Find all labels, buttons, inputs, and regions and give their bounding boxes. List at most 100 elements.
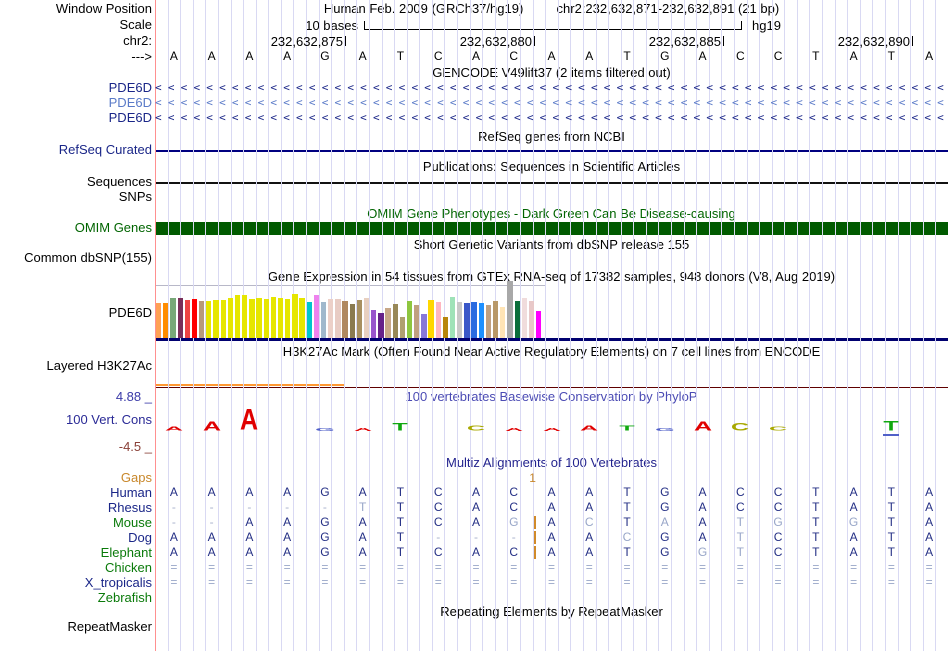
- gene-arrow-row[interactable]: <<<<<<<<<<<<<<<<<<<<<<<<<<<<<<<<<<<<<<<<…: [155, 112, 948, 124]
- alignment-base: A: [245, 545, 254, 559]
- track-label-omim-genes[interactable]: OMIM Genes: [74, 220, 152, 235]
- gencode-track-title[interactable]: GENCODE V49lift37 (2 items filtered out): [432, 65, 671, 80]
- position-tick: [912, 36, 913, 46]
- alignment-base: =: [661, 560, 669, 574]
- grid-line: [368, 0, 370, 651]
- base-letter: T: [623, 49, 631, 63]
- gtex-bar: [299, 298, 305, 338]
- alignment-base: =: [396, 560, 404, 574]
- track-label-scale[interactable]: Scale: [119, 17, 152, 32]
- track-label-100-vert-cons[interactable]: 100 Vert. Cons: [66, 412, 152, 427]
- position-tick-label: 232,632,880: [459, 34, 532, 49]
- position-tick: [534, 36, 535, 46]
- alignment-base: G: [320, 530, 330, 544]
- alignment-base: G: [848, 515, 859, 529]
- track-label-snps[interactable]: SNPs: [118, 189, 152, 204]
- refseq-gene-line[interactable]: [155, 150, 948, 152]
- gene-arrow-row[interactable]: <<<<<<<<<<<<<<<<<<<<<<<<<<<<<<<<<<<<<<<<…: [155, 82, 948, 94]
- alignment-base: -: [209, 515, 214, 529]
- track-label-repeatmasker[interactable]: RepeatMasker: [67, 619, 152, 634]
- track-label-pde6d-gtex[interactable]: PDE6D: [108, 305, 152, 320]
- alignment-base: T: [623, 515, 631, 529]
- species-label-mouse[interactable]: Mouse: [112, 515, 152, 530]
- track-label-sequences[interactable]: Sequences: [86, 174, 152, 189]
- grid-line: [872, 0, 874, 651]
- gene-label-pde6d[interactable]: PDE6D: [108, 95, 152, 110]
- grid-line: [419, 0, 421, 651]
- phylop-letter: A: [353, 427, 372, 432]
- species-label-rhesus[interactable]: Rhesus: [107, 500, 152, 515]
- track-label-layered-h3k27ac[interactable]: Layered H3K27Ac: [46, 358, 152, 373]
- species-label-dog[interactable]: Dog: [128, 530, 152, 545]
- phylop-max-label: 4.88 _: [115, 389, 152, 404]
- species-label-chicken[interactable]: Chicken: [105, 560, 152, 575]
- grid-line: [696, 0, 698, 651]
- alignment-base: =: [170, 560, 178, 574]
- scale-bar: [364, 29, 742, 30]
- alignment-base: T: [812, 545, 820, 559]
- alignment-base: =: [510, 560, 518, 574]
- species-label-zebrafish[interactable]: Zebrafish: [97, 590, 152, 605]
- h3k27ac-track-title[interactable]: H3K27Ac Mark (Often Found Near Active Re…: [282, 344, 821, 359]
- gtex-baseline[interactable]: [155, 338, 948, 341]
- alignment-base: =: [434, 575, 442, 589]
- alignment-base: A: [547, 485, 556, 499]
- strand-arrow-label[interactable]: --->: [131, 49, 152, 64]
- species-label-human[interactable]: Human: [110, 485, 152, 500]
- track-label-window-position: Window Position: [55, 1, 152, 16]
- multiz-track-title[interactable]: Multiz Alignments of 100 Vertebrates: [445, 455, 657, 470]
- grid-line: [595, 0, 597, 651]
- gene-label-pde6d[interactable]: PDE6D: [108, 110, 152, 125]
- gtex-bar: [478, 303, 484, 338]
- grid-line: [759, 0, 761, 651]
- track-label-common-dbsnp[interactable]: Common dbSNP(155): [24, 250, 152, 265]
- grid-line: [721, 0, 723, 651]
- alignment-base: A: [849, 485, 858, 499]
- alignment-base: T: [396, 530, 405, 544]
- gtex-bar: [313, 295, 320, 338]
- scale-bar-right-tick: [741, 21, 742, 30]
- omim-gene-bar[interactable]: [155, 222, 948, 235]
- alignment-base: C: [773, 530, 783, 544]
- gtex-track-title[interactable]: Gene Expression in 54 tissues from GTEx …: [267, 269, 836, 284]
- gtex-bar: [242, 295, 248, 338]
- gene-arrow-row[interactable]: <<<<<<<<<<<<<<<<<<<<<<<<<<<<<<<<<<<<<<<<…: [155, 97, 948, 109]
- phylop-letter: A: [240, 404, 259, 437]
- dbsnp-track-title[interactable]: Short Genetic Variants from dbSNP releas…: [413, 237, 690, 252]
- browser-title-assembly: Human Feb. 2009 (GRCh37/hg19): [323, 1, 524, 16]
- grid-line: [582, 0, 584, 651]
- alignment-base: T: [887, 530, 896, 544]
- omim-track-title[interactable]: OMIM Gene Phenotypes - Dark Green Can Be…: [367, 206, 736, 221]
- gtex-bar: [371, 310, 377, 338]
- alignment-base: =: [208, 560, 216, 574]
- track-label-gaps[interactable]: Gaps: [120, 470, 152, 485]
- alignment-base: =: [699, 575, 707, 589]
- alignment-base: =: [585, 560, 593, 574]
- gtex-bar: [507, 281, 513, 338]
- species-label-elephant[interactable]: Elephant: [100, 545, 152, 560]
- repeatmasker-track-title[interactable]: Repeating Elements by RepeatMasker: [440, 604, 663, 619]
- species-label-x_tropicalis[interactable]: X_tropicalis: [84, 575, 152, 590]
- publications-track-title[interactable]: Publications: Sequences in Scientific Ar…: [422, 159, 681, 174]
- publications-line[interactable]: [155, 182, 948, 184]
- alignment-base: -: [171, 500, 176, 514]
- gtex-bar: [349, 304, 355, 338]
- gtex-bar: [292, 294, 298, 338]
- alignment-base: A: [358, 530, 367, 544]
- phylop-letter: C: [731, 420, 750, 434]
- alignment-base: T: [396, 515, 405, 529]
- track-label-refseq-curated[interactable]: RefSeq Curated: [58, 142, 152, 157]
- alignment-base: =: [434, 560, 442, 574]
- gtex-bar: [206, 301, 212, 338]
- grid-line: [557, 0, 559, 651]
- alignment-base: A: [169, 485, 178, 499]
- position-tick: [723, 36, 724, 46]
- base-letter: A: [849, 49, 858, 63]
- grid-line: [834, 0, 836, 651]
- gene-label-pde6d[interactable]: PDE6D: [108, 80, 152, 95]
- refseq-track-title[interactable]: RefSeq genes from NCBI: [478, 129, 625, 144]
- gtex-bar: [191, 299, 198, 338]
- alignment-base: =: [623, 560, 631, 574]
- phylop-track-title[interactable]: 100 vertebrates Basewise Conservation by…: [405, 389, 698, 404]
- alignment-base: T: [736, 515, 744, 529]
